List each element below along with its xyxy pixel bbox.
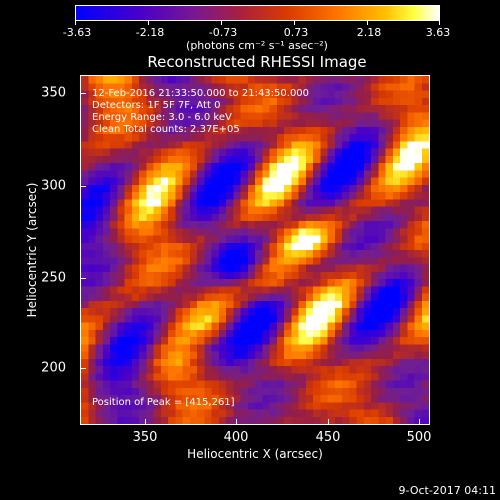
x-tick-mark — [328, 419, 329, 425]
x-tick-mark — [419, 419, 420, 425]
x-tick-label: 350 — [132, 430, 158, 445]
annotation-energy: Energy Range: 3.0 - 6.0 keV — [92, 112, 232, 123]
colorbar-tick-label: -0.73 — [208, 26, 238, 39]
colorbar-tick-label: -2.18 — [135, 26, 165, 39]
y-tick-label: 300 — [41, 178, 66, 194]
colorbar-tick-label: -3.63 — [62, 26, 92, 39]
heatmap-image — [80, 75, 430, 425]
colorbar-tick-label: 3.63 — [425, 26, 451, 39]
y-tick-mark — [80, 186, 86, 187]
colorbar-tick — [75, 21, 76, 25]
colorbar-tick-label: 0.73 — [283, 26, 309, 39]
y-tick-label: 250 — [41, 270, 66, 286]
annotation-clean: Clean Total counts: 2.37E+05 — [92, 124, 240, 135]
colorbar-tick — [367, 21, 368, 25]
annotation-peak: Position of Peak = [415,261] — [92, 397, 235, 408]
annotation-detectors: Detectors: 1F 5F 7F, Att 0 — [92, 100, 221, 111]
colorbar-tick-label: 2.18 — [356, 26, 382, 39]
colorbar-tick — [294, 21, 295, 25]
y-tick-mark — [80, 368, 86, 369]
x-axis-label: Heliocentric X (arcsec) — [187, 447, 323, 461]
x-tick-label: 400 — [223, 430, 249, 445]
timestamp: 9-Oct-2017 04:11 — [398, 484, 496, 497]
y-tick-label: 200 — [41, 360, 66, 376]
y-tick-mark — [80, 93, 86, 94]
annotation-time: 12-Feb-2016 21:33:50.000 to 21:43:50.000 — [92, 88, 310, 99]
x-tick-mark — [236, 419, 237, 425]
colorbar-tick — [221, 21, 222, 25]
plot-title: Reconstructed RHESSI Image — [147, 53, 367, 71]
colorbar-tick — [148, 21, 149, 25]
heatmap-canvas — [81, 76, 429, 424]
y-axis-label: Heliocentric Y (arcsec) — [25, 182, 39, 318]
x-tick-label: 500 — [406, 430, 432, 445]
colorbar-tick — [439, 21, 440, 25]
colorbar — [75, 5, 440, 21]
x-tick-mark — [145, 419, 146, 425]
colorbar-unit: (photons cm⁻² s⁻¹ asec⁻²) — [186, 39, 328, 52]
y-tick-mark — [80, 278, 86, 279]
y-tick-label: 350 — [41, 85, 66, 101]
x-tick-label: 450 — [315, 430, 341, 445]
